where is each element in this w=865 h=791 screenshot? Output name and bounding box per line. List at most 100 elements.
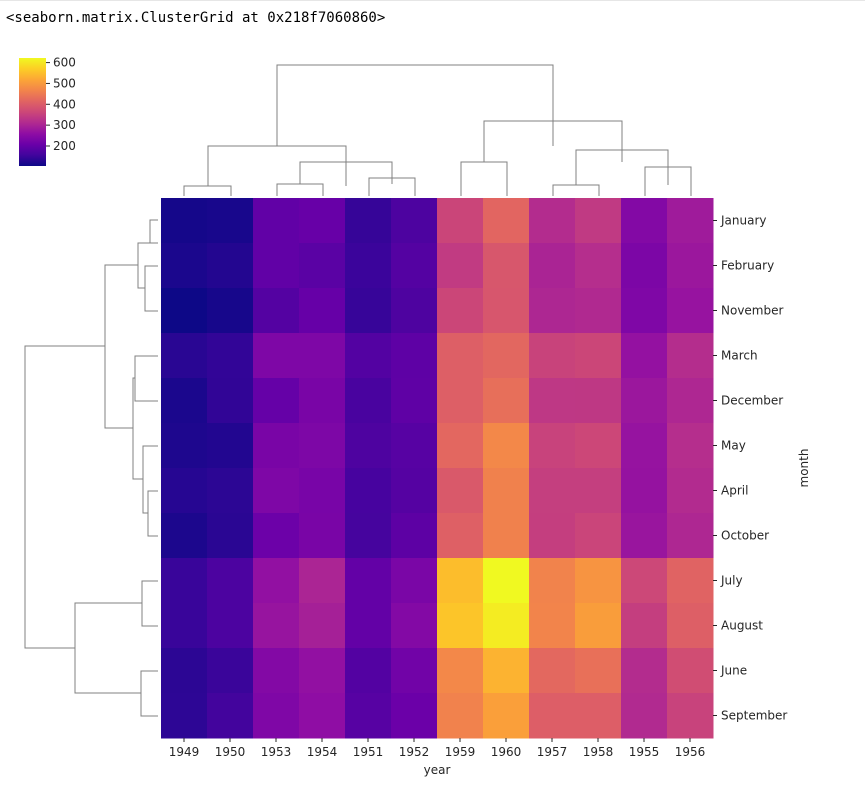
heatmap-cell	[575, 333, 622, 379]
heatmap-cell	[621, 693, 668, 739]
heatmap-cell	[437, 423, 484, 469]
y-tick-label: November	[721, 304, 783, 318]
heatmap-cell	[437, 288, 484, 334]
heatmap-cell	[621, 243, 668, 289]
heatmap-cell	[345, 423, 392, 469]
heatmap-cell	[299, 243, 346, 289]
heatmap-cell	[299, 603, 346, 649]
heatmap-cell	[345, 603, 392, 649]
heatmap-cell	[575, 468, 622, 514]
row-dendrogram-link	[141, 580, 158, 627]
heatmap-cell	[621, 378, 668, 424]
colorbar-tick-label: 400	[53, 97, 76, 111]
column-dendrogram-link	[552, 184, 600, 196]
x-tick-label: 1953	[261, 745, 292, 759]
heatmap-cell	[391, 693, 438, 739]
heatmap-cell	[621, 288, 668, 334]
heatmap-cell	[621, 558, 668, 604]
heatmap-cell	[483, 648, 530, 694]
heatmap-cell	[345, 468, 392, 514]
heatmap-cell	[437, 333, 484, 379]
heatmap-cell	[529, 603, 576, 649]
heatmap-cell	[345, 693, 392, 739]
heatmap-cell	[621, 513, 668, 559]
heatmap-cell	[391, 423, 438, 469]
heatmap-cell	[299, 558, 346, 604]
heatmap-cell	[345, 648, 392, 694]
heatmap-cell	[299, 378, 346, 424]
heatmap-cell	[437, 243, 484, 289]
colorbar-tick-label: 600	[53, 56, 76, 70]
y-axis-title: month	[797, 449, 811, 488]
heatmap-cell	[207, 333, 254, 379]
row-dendrogram-link	[24, 345, 105, 649]
heatmap-cell	[575, 603, 622, 649]
heatmap-cell	[161, 333, 208, 379]
heatmap-cell	[483, 333, 530, 379]
heatmap-cell	[161, 378, 208, 424]
heatmap-cell	[299, 513, 346, 559]
heatmap-cell	[667, 648, 714, 694]
heatmap-cell	[391, 288, 438, 334]
heatmap-cell	[529, 513, 576, 559]
heatmap-cell	[161, 198, 208, 244]
heatmap-cell	[253, 378, 300, 424]
heatmap-cell	[299, 468, 346, 514]
heatmap-cell	[575, 243, 622, 289]
heatmap-cell	[529, 468, 576, 514]
row-dendrogram-link	[144, 265, 158, 312]
heatmap-cell	[207, 603, 254, 649]
x-tick-label: 1954	[307, 745, 338, 759]
heatmap-cell	[207, 423, 254, 469]
heatmap-cell	[529, 243, 576, 289]
heatmap-cell	[391, 513, 438, 559]
heatmap-cell	[207, 513, 254, 559]
row-dendrogram-link	[140, 670, 158, 717]
heatmap-cell	[207, 288, 254, 334]
heatmap-cell	[483, 513, 530, 559]
heatmap-cell	[253, 198, 300, 244]
heatmap-cell	[161, 648, 208, 694]
heatmap-cell	[483, 468, 530, 514]
heatmap-cell	[253, 693, 300, 739]
row-dendrogram-link	[134, 355, 158, 402]
heatmap-cell	[161, 288, 208, 334]
cell-top-border	[0, 0, 865, 1]
heatmap-cell	[575, 558, 622, 604]
y-tick-label: February	[721, 259, 774, 273]
heatmap-cell	[161, 693, 208, 739]
heatmap-cell	[391, 198, 438, 244]
colorbar	[19, 58, 46, 166]
colorbar-tick-label: 300	[53, 118, 76, 132]
column-dendrogram-link	[276, 64, 554, 146]
heatmap-cell	[483, 558, 530, 604]
heatmap-cell	[575, 648, 622, 694]
column-dendrogram	[183, 64, 692, 196]
heatmap-cell	[253, 468, 300, 514]
heatmap-cell	[621, 648, 668, 694]
x-axis-title: year	[424, 763, 451, 777]
heatmap-cell	[437, 468, 484, 514]
x-tick-label: 1955	[629, 745, 660, 759]
heatmap-cell	[667, 558, 714, 604]
row-dendrogram-link	[149, 219, 158, 244]
colorbar-tick-label: 200	[53, 139, 76, 153]
colorbar-tick-label: 500	[53, 76, 76, 90]
heatmap-cell	[207, 468, 254, 514]
heatmap-cell	[345, 513, 392, 559]
x-tick-label: 1957	[537, 745, 568, 759]
heatmap-cell	[483, 423, 530, 469]
heatmap-cell	[667, 603, 714, 649]
heatmap-cell	[575, 378, 622, 424]
heatmap-cell	[253, 648, 300, 694]
heatmap-cell	[621, 423, 668, 469]
x-axis-ticks: 1949 1950 1953 1954 1951 1952 1959 1960 1957 1958…	[169, 738, 705, 759]
heatmap-cell	[621, 198, 668, 244]
heatmap-cell	[575, 198, 622, 244]
x-tick-label: 1959	[445, 745, 476, 759]
heatmap-cell	[253, 333, 300, 379]
heatmap-cell	[207, 198, 254, 244]
heatmap-cell	[207, 648, 254, 694]
heatmap-cell	[575, 423, 622, 469]
